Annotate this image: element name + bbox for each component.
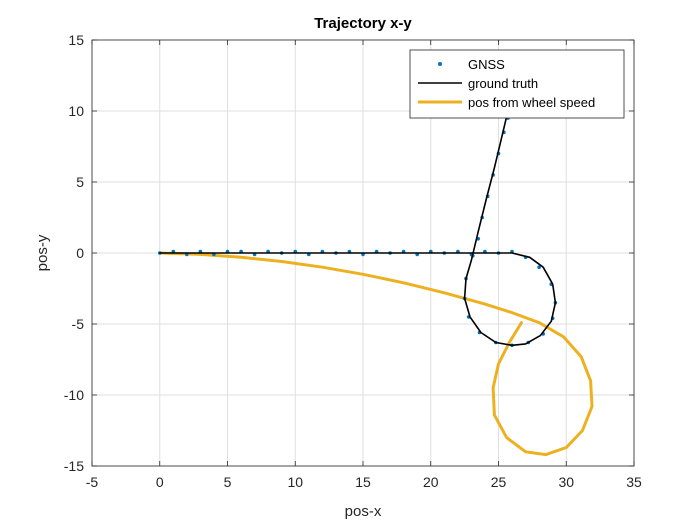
series-line-ground-truth bbox=[159, 115, 557, 347]
legend-label: pos from wheel speed bbox=[468, 95, 595, 110]
series-group bbox=[158, 115, 594, 457]
x-tick-label: 15 bbox=[355, 474, 371, 490]
legend-marker-swatch bbox=[438, 62, 442, 66]
x-tick-label: 20 bbox=[423, 474, 439, 490]
tick-group: -5 0 5 10 15 20 25 30 35 15 10 5 0 -5 -10 -15 bbox=[64, 32, 642, 490]
y-tick-label: 0 bbox=[76, 245, 84, 261]
y-tick-label: -5 bbox=[72, 316, 85, 332]
x-tick-label: 35 bbox=[626, 474, 642, 490]
legend-label: ground truth bbox=[468, 76, 538, 91]
legend: GNSS ground truth pos from wheel speed bbox=[409, 49, 625, 119]
y-tick-label: 5 bbox=[76, 174, 84, 190]
legend-label: GNSS bbox=[468, 57, 505, 72]
y-tick-label: 15 bbox=[68, 32, 84, 48]
legend-box bbox=[409, 49, 625, 119]
x-tick-label: 30 bbox=[558, 474, 574, 490]
x-tick-label: 25 bbox=[491, 474, 507, 490]
x-tick-label: 5 bbox=[224, 474, 232, 490]
x-tick-label: 10 bbox=[287, 474, 303, 490]
x-axis-label: pos-x bbox=[345, 503, 382, 520]
gnss-point bbox=[537, 265, 541, 270]
series-line-pos-from-wheel-speed bbox=[158, 251, 594, 457]
y-axis-label: pos-y bbox=[34, 234, 51, 271]
x-tick-label: 0 bbox=[156, 474, 164, 490]
y-tick-label: -15 bbox=[64, 458, 84, 474]
x-tick-label: -5 bbox=[86, 474, 99, 490]
y-tick-label: -10 bbox=[64, 387, 84, 403]
y-tick-label: 10 bbox=[68, 103, 84, 119]
chart-title: Trajectory x-y bbox=[314, 15, 412, 32]
